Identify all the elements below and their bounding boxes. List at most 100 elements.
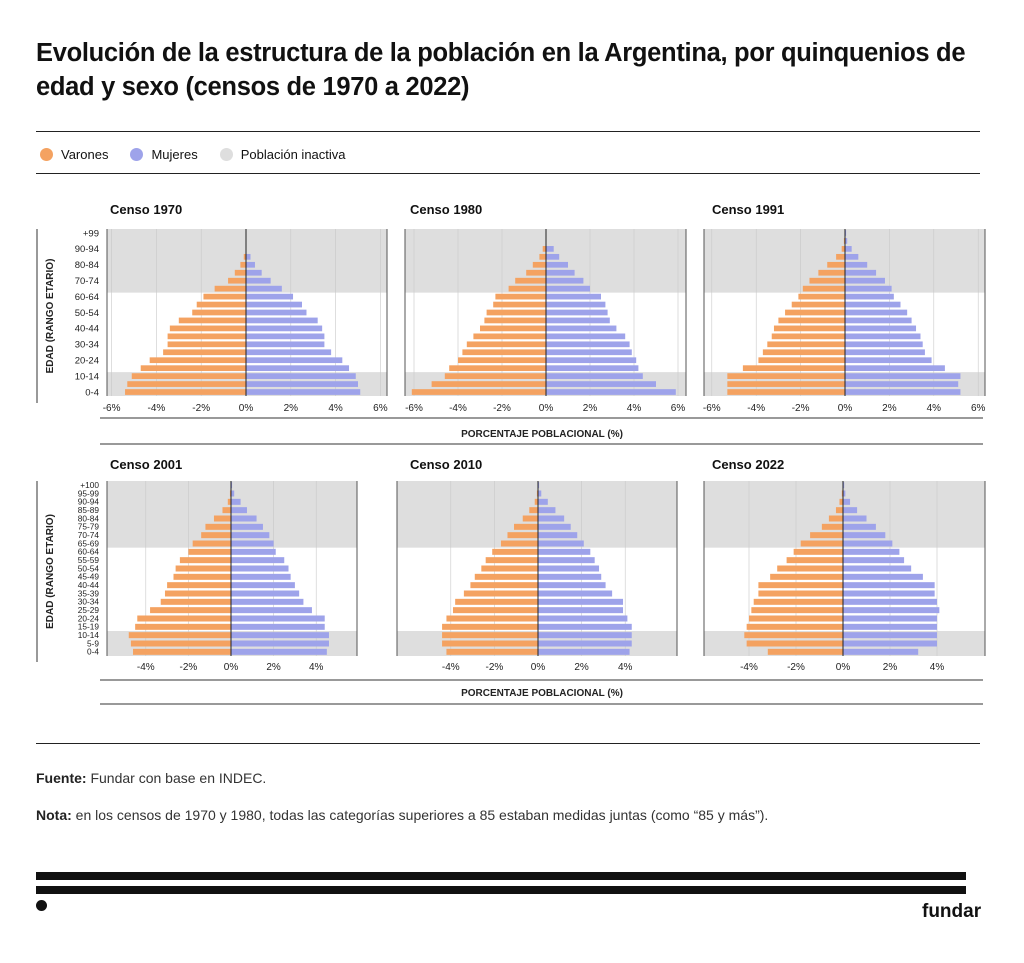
bar-mujeres	[845, 261, 868, 268]
bar-varones	[791, 301, 845, 308]
bar-varones	[767, 648, 843, 655]
y-tick-label: 50-54	[75, 308, 99, 319]
bar-mujeres	[546, 357, 637, 364]
bar-varones	[214, 285, 246, 292]
source-line: Fuente: Fundar con base en INDEC.	[36, 770, 266, 786]
bar-varones	[442, 632, 538, 639]
bar-mujeres	[546, 341, 630, 348]
x-tick-label: -6%	[405, 403, 423, 414]
note-line: Nota: en los censos de 1970 y 1980, toda…	[36, 807, 768, 823]
bar-mujeres	[246, 341, 325, 348]
bar-mujeres	[546, 373, 643, 379]
bar-varones	[213, 515, 231, 522]
bar-mujeres	[538, 598, 624, 605]
bar-varones	[841, 490, 843, 497]
x-tick-label: 2%	[284, 403, 299, 414]
bar-varones	[137, 615, 231, 622]
x-tick-label: 0%	[539, 403, 554, 414]
panel-title: Censo 2001	[110, 457, 182, 472]
y-tick-label: 80-84	[75, 260, 99, 271]
bar-mujeres	[845, 373, 961, 379]
bar-mujeres	[845, 365, 945, 372]
bar-varones	[727, 373, 845, 379]
bar-varones	[773, 325, 845, 332]
legend-item-varones: Varones	[40, 147, 108, 162]
bar-varones	[167, 341, 246, 348]
bar-varones	[793, 548, 843, 555]
bar-varones	[135, 623, 231, 630]
bar-varones	[470, 582, 538, 589]
bar-mujeres	[845, 341, 923, 348]
y-tick-label: 0-4	[85, 387, 99, 398]
bar-mujeres	[231, 607, 312, 614]
bar-mujeres	[246, 389, 361, 395]
bar-mujeres	[231, 490, 235, 497]
bar-varones	[463, 590, 538, 597]
brand-logo: fundar	[922, 901, 982, 922]
bar-varones	[481, 565, 538, 572]
bar-mujeres	[546, 285, 590, 292]
bar-varones	[742, 365, 845, 372]
legend-divider	[36, 173, 980, 174]
bar-mujeres	[231, 640, 329, 647]
x-tick-label: 6%	[971, 403, 986, 414]
bar-mujeres	[843, 540, 893, 547]
bar-mujeres	[546, 349, 632, 356]
y-tick-label: +99	[83, 228, 99, 239]
bar-varones	[164, 590, 231, 597]
x-tick-label: 0%	[836, 662, 851, 673]
bar-mujeres	[843, 590, 935, 597]
legend-dot-icon	[219, 147, 233, 161]
bar-varones	[758, 590, 843, 597]
legend: Varones Mujeres Población inactiva	[40, 144, 368, 164]
bar-varones	[809, 277, 845, 284]
bar-mujeres	[231, 582, 295, 589]
bar-mujeres	[843, 582, 935, 589]
bar-varones	[188, 548, 231, 555]
bar-mujeres	[845, 301, 901, 308]
bar-mujeres	[845, 357, 932, 364]
y-tick-label: 50-54	[78, 563, 100, 573]
bar-mujeres	[546, 389, 676, 395]
brand-rule	[36, 886, 966, 894]
x-tick-label: 2%	[882, 403, 897, 414]
x-tick-label: 4%	[927, 403, 942, 414]
bar-varones	[514, 523, 538, 530]
bar-mujeres	[843, 640, 937, 647]
bar-mujeres	[538, 490, 542, 497]
bar-mujeres	[231, 482, 233, 489]
x-tick-label: 2%	[574, 662, 589, 673]
legend-dot-icon	[40, 147, 53, 161]
bar-mujeres	[546, 365, 639, 372]
bar-varones	[758, 582, 843, 589]
bar-varones	[167, 582, 231, 589]
panel-title: Censo 2010	[410, 457, 482, 472]
y-tick-label: +100	[80, 480, 99, 490]
y-tick-label: 90-94	[75, 244, 99, 255]
x-tick-label: 0%	[838, 403, 853, 414]
x-axis-title: PORCENTAJE POBLACIONAL (%)	[461, 688, 623, 699]
bar-varones	[131, 373, 246, 379]
bar-varones	[150, 607, 231, 614]
bar-mujeres	[246, 261, 255, 268]
bar-mujeres	[538, 640, 632, 647]
bar-mujeres	[231, 632, 329, 639]
bar-varones	[444, 373, 546, 379]
bar-varones	[744, 632, 843, 639]
bar-mujeres	[231, 548, 276, 555]
bar-varones	[751, 607, 843, 614]
bar-varones	[777, 565, 843, 572]
bar-mujeres	[843, 507, 858, 514]
panel-title: Censo 1970	[110, 202, 182, 217]
bar-varones	[474, 573, 538, 580]
x-tick-label: -2%	[192, 403, 210, 414]
bar-varones	[495, 293, 546, 300]
bar-mujeres	[845, 246, 852, 252]
bar-varones	[827, 261, 845, 268]
y-tick-label: 55-59	[78, 555, 100, 565]
bar-mujeres	[231, 498, 241, 505]
y-tick-label: 85-89	[78, 505, 100, 515]
bar-mujeres	[843, 523, 876, 530]
bar-mujeres	[246, 253, 251, 260]
y-tick-label: 60-64	[78, 547, 100, 557]
